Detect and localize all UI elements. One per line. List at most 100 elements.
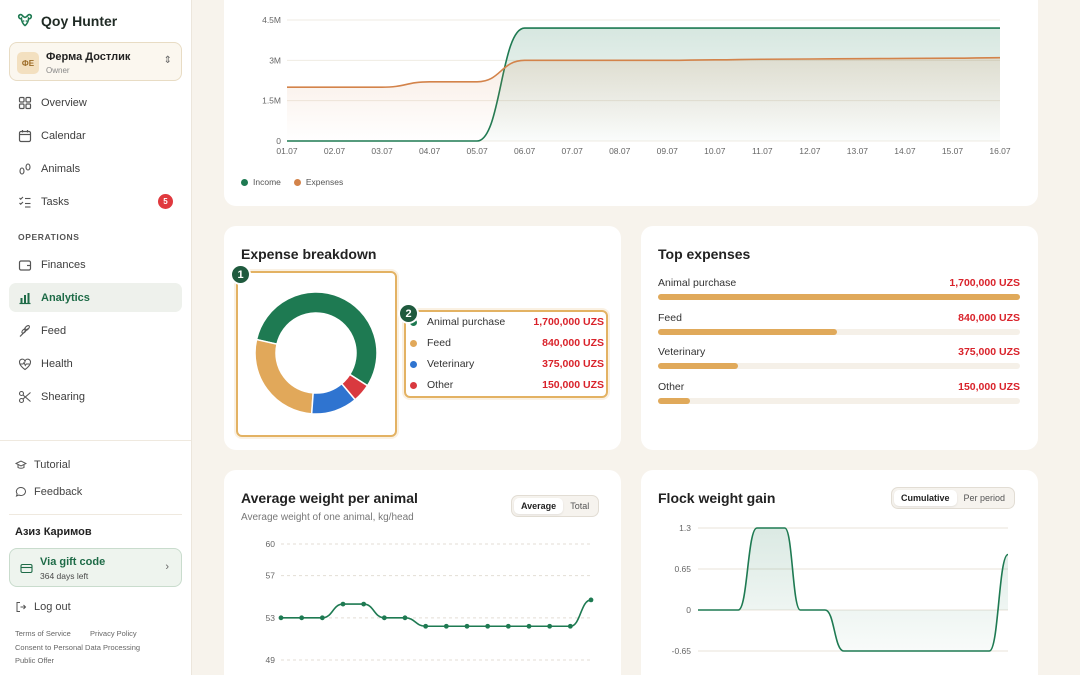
data-point: [505, 623, 511, 629]
expense-label: Veterinary: [658, 346, 706, 358]
farm-name: Ферма Достлик: [46, 51, 131, 63]
cashflow-legend: Income Expenses: [241, 177, 343, 187]
flock-gain-toggle: Cumulative Per period: [891, 487, 1016, 509]
x-tick-label: 16.07: [989, 146, 1011, 156]
terms-link[interactable]: Terms of Service: [15, 629, 71, 638]
ram-logo-icon: [17, 13, 33, 27]
donut-slice: [254, 338, 314, 415]
data-point: [567, 623, 573, 629]
x-tick-label: 09.07: [657, 146, 679, 156]
data-point: [464, 623, 470, 629]
expense-label: Animal purchase: [658, 277, 737, 289]
y-tick-label: 1.3: [679, 523, 691, 533]
legend-value: 1,700,000 UZS: [533, 316, 604, 328]
x-tick-label: 05.07: [466, 146, 488, 156]
data-point: [340, 601, 346, 607]
tutorial-link[interactable]: Tutorial: [15, 459, 70, 471]
sidebar-item-tasks[interactable]: Tasks 5: [9, 187, 182, 216]
data-point: [526, 623, 532, 629]
x-tick-label: 02.07: [324, 146, 346, 156]
wheat-icon: [19, 324, 30, 337]
sidebar-item-animals[interactable]: Animals: [9, 154, 182, 183]
subscription-plan-card[interactable]: Via gift code 364 days left ›: [9, 548, 182, 587]
expense-bar: [658, 398, 690, 404]
toggle-average[interactable]: Average: [514, 498, 564, 514]
farm-switcher[interactable]: ФЕ Ферма Достлик Owner ⇕: [9, 42, 182, 81]
flock-gain-chart: 1.3 0.65 0 -0.65: [672, 523, 1009, 656]
x-tick-label: 14.07: [894, 146, 916, 156]
sidebar-item-calendar[interactable]: Calendar: [9, 121, 182, 150]
x-tick-label: 04.07: [419, 146, 441, 156]
calendar-icon: [18, 129, 32, 142]
data-point: [402, 615, 408, 621]
expense-bar-track: [658, 329, 1020, 335]
y-tick-label: 0.65: [674, 564, 691, 574]
brand[interactable]: Qoy Hunter: [16, 12, 117, 30]
x-tick-label: 01.07: [276, 146, 298, 156]
tutorial-label: Tutorial: [34, 459, 71, 471]
sidebar-item-shearing[interactable]: Shearing: [9, 382, 182, 411]
sidebar-item-label: Overview: [41, 96, 87, 109]
legend-item: Other 150,000 UZS: [408, 376, 604, 397]
step-marker-1: 1: [230, 264, 251, 285]
y-tick-label: 0: [686, 605, 691, 615]
wallet-icon: [18, 259, 32, 271]
sidebar-item-analytics[interactable]: Analytics: [9, 283, 182, 312]
feedback-link[interactable]: Feedback: [15, 486, 82, 498]
tasks-count-badge: 5: [158, 194, 173, 209]
series-line: [286, 56, 1001, 89]
expense-breakdown-card: Expense breakdown: [224, 226, 621, 450]
logout-label: Log out: [34, 601, 71, 613]
expenses-legend-dot: [293, 178, 301, 186]
legend-item: Animal purchase 1,700,000 UZS: [408, 313, 604, 334]
data-point: [299, 615, 305, 621]
expense-label: Other: [658, 381, 685, 393]
expense-bar-track: [658, 294, 1020, 300]
app-name: Qoy Hunter: [41, 13, 118, 29]
donut-slice: [255, 291, 378, 387]
chevron-right-icon: ›: [165, 561, 169, 573]
y-tick-label: 53: [266, 613, 276, 623]
sidebar-item-feed[interactable]: Feed: [9, 316, 182, 345]
legend-dot: [410, 340, 417, 347]
sidebar-item-health[interactable]: Health: [9, 349, 182, 378]
sidebar-item-finances[interactable]: Finances: [9, 250, 182, 279]
legend-label: Other: [427, 379, 454, 391]
x-tick-label: 03.07: [371, 146, 393, 156]
consent-link[interactable]: Consent to Personal Data Processing: [15, 643, 141, 652]
heart-pulse-icon: [18, 358, 32, 370]
toggle-total[interactable]: Total: [570, 501, 590, 511]
legend-dot: [410, 361, 417, 368]
logout-link[interactable]: Log out: [15, 601, 71, 613]
farm-role: Owner: [46, 66, 70, 75]
income-legend-label: Income: [253, 177, 281, 187]
legend-label: Veterinary: [427, 358, 475, 370]
data-point: [547, 623, 553, 629]
public-offer-link[interactable]: Public Offer: [15, 656, 55, 665]
legend-value: 150,000 UZS: [542, 379, 604, 391]
privacy-link[interactable]: Privacy Policy: [90, 629, 137, 638]
card-icon: [20, 563, 33, 574]
y-tick-label: 57: [266, 571, 276, 581]
cashflow-chart: 0 1.5M 3M 4.5M 01.07 02.07 03.07 04.07 05.07 06.0…: [262, 15, 1011, 156]
x-tick-label: 08.07: [609, 146, 631, 156]
cashflow-card: 0 1.5M 3M 4.5M 01.07 02.07 03.07 04.07 05.07 06.0…: [224, 0, 1038, 206]
divider: [0, 440, 191, 441]
sidebar-item-overview[interactable]: Overview: [9, 88, 182, 117]
legend-dot: [410, 382, 417, 389]
toggle-cumulative[interactable]: Cumulative: [894, 490, 957, 506]
sidebar-item-label: Calendar: [41, 129, 86, 142]
sidebar-item-label: Health: [41, 357, 73, 370]
toggle-per-period[interactable]: Per period: [963, 493, 1006, 503]
logout-icon: [16, 602, 27, 612]
donut-highlight: [236, 271, 397, 437]
top-expenses-card: Top expenses: [641, 226, 1038, 450]
expense-bar-track: [658, 398, 1020, 404]
y-tick-label: 60: [266, 539, 276, 549]
expense-value: 150,000 UZS: [958, 381, 1020, 393]
flock-gain-card: Flock weight gain Cumulative Per period …: [641, 470, 1038, 675]
y-tick-label: 0: [276, 136, 281, 146]
expense-label: Feed: [658, 312, 682, 324]
data-point: [423, 623, 429, 629]
avg-weight-toggle: Average Total: [511, 495, 600, 517]
